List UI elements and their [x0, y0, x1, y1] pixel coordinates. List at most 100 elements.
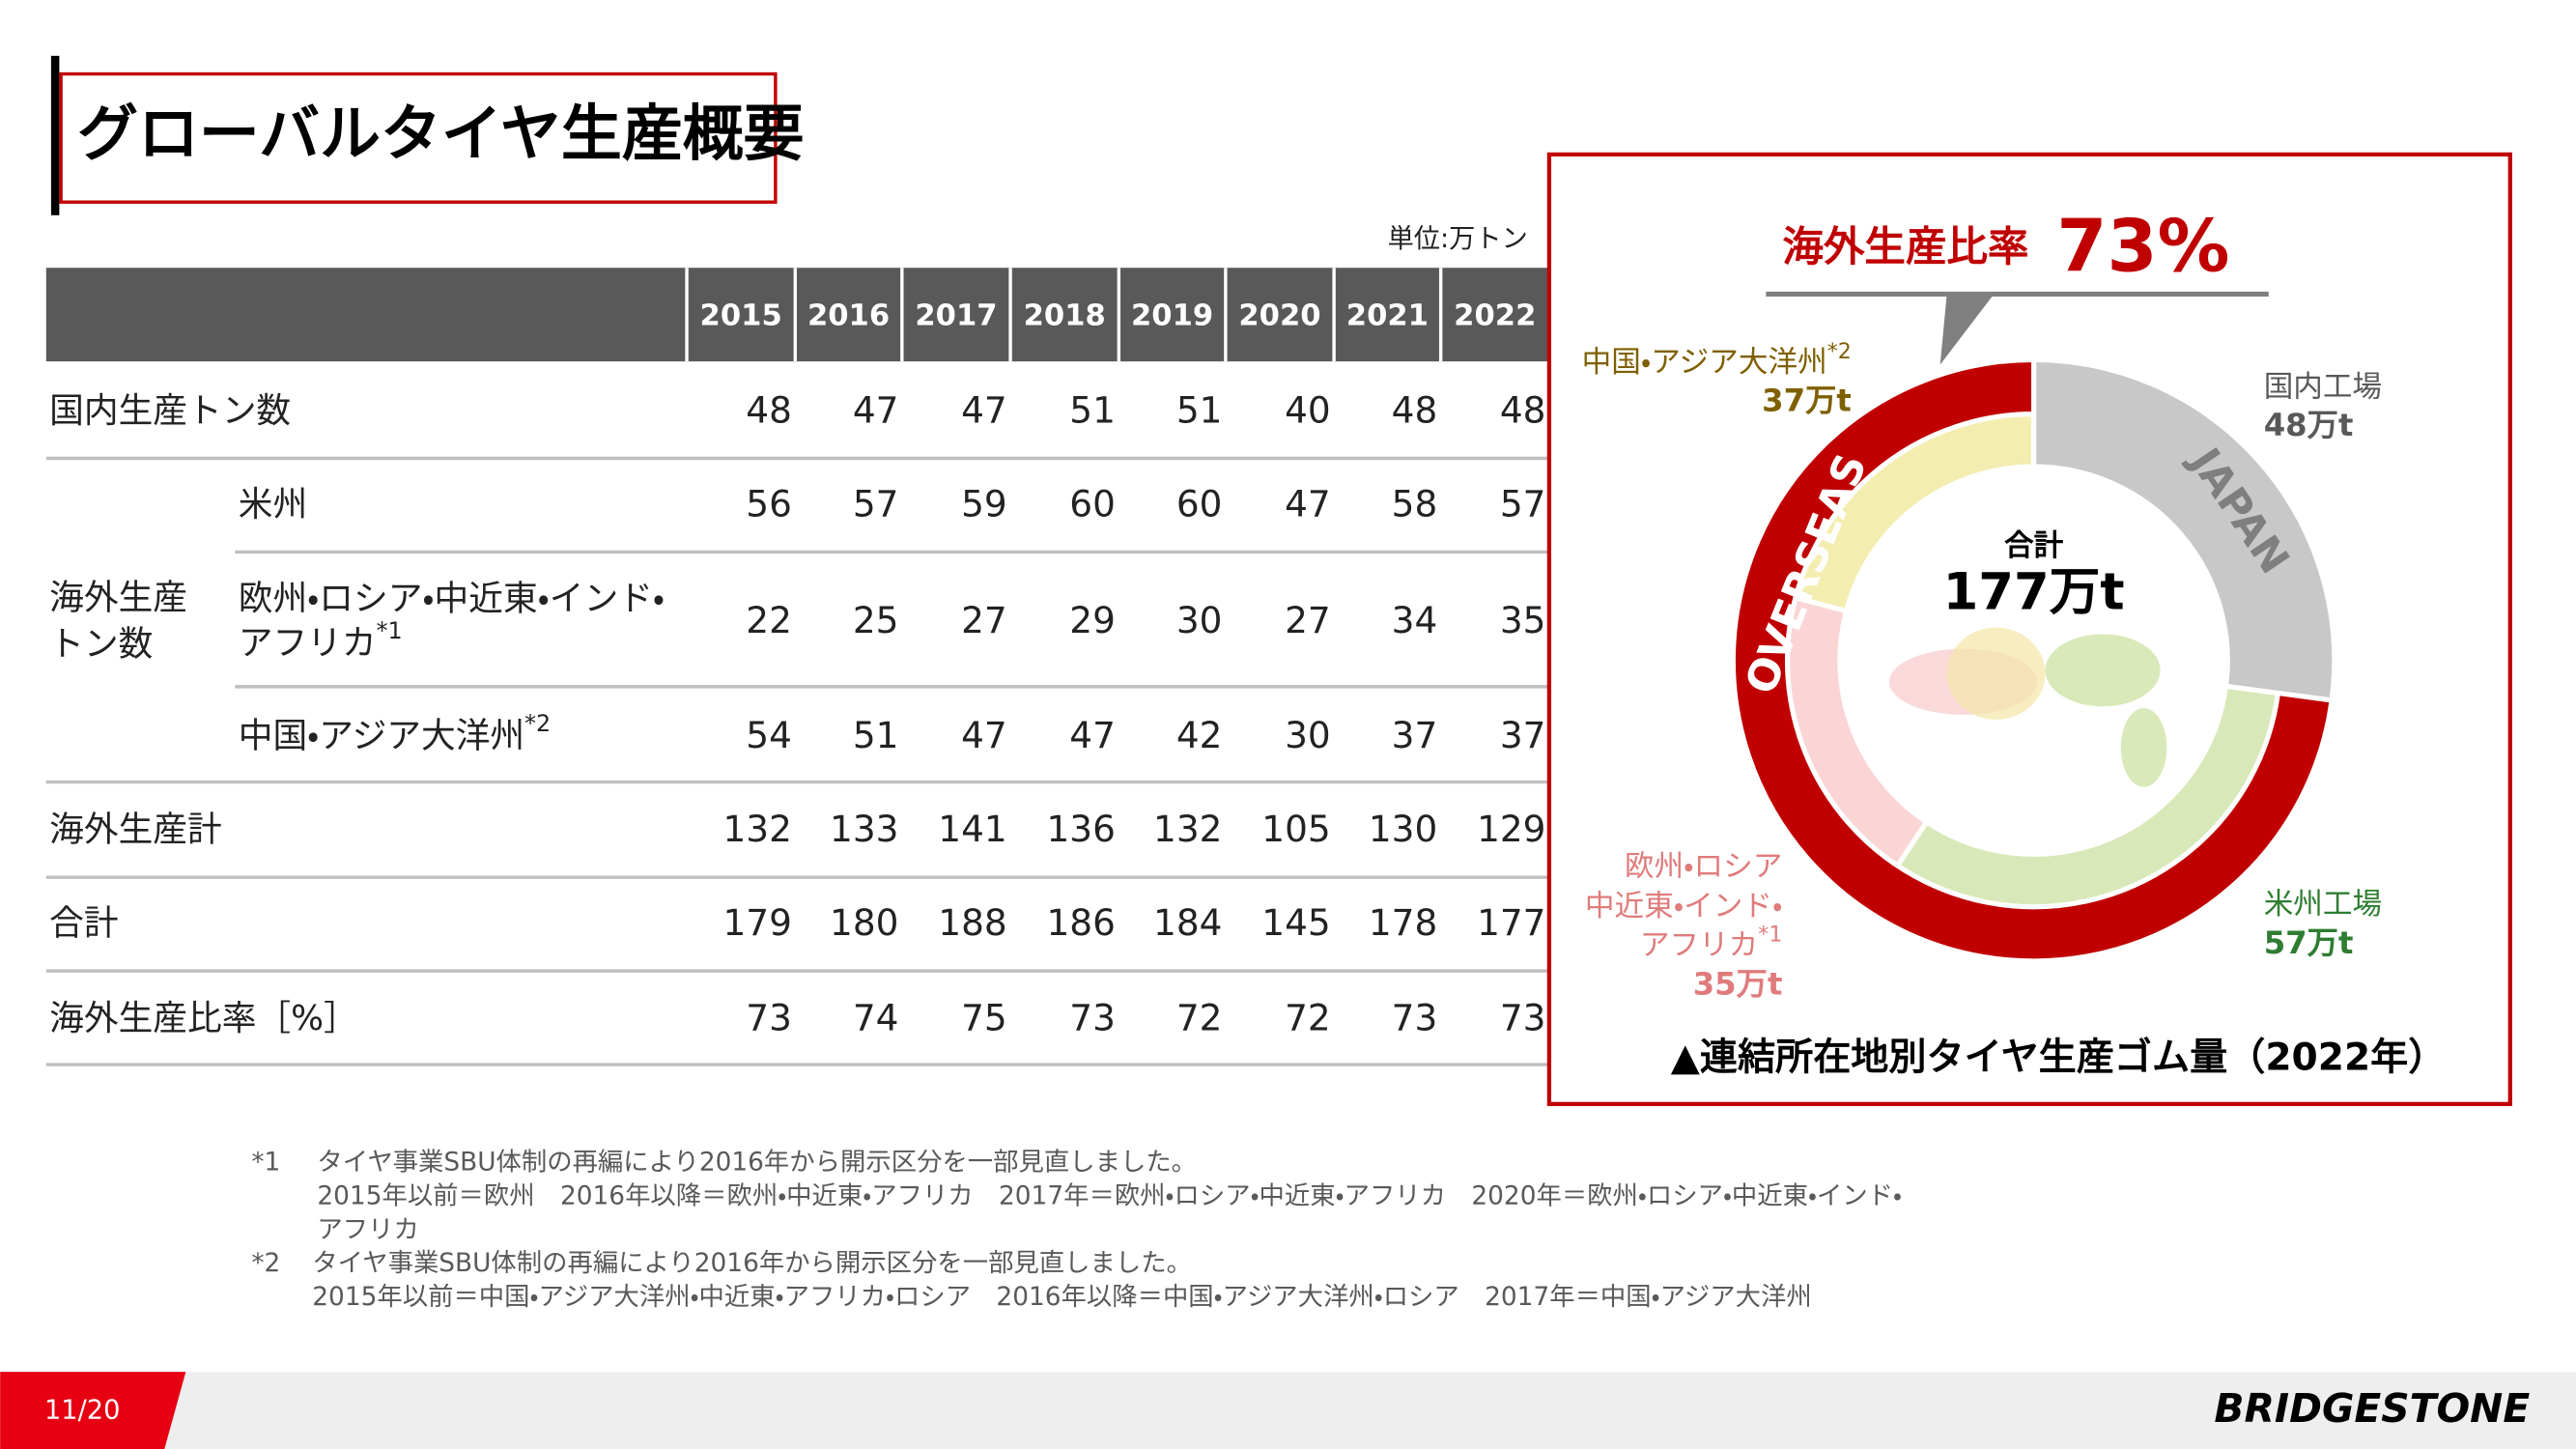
segment-label-text: 国内工場: [2264, 370, 2382, 404]
total-value: 177万t: [1943, 562, 2125, 621]
cell: 47: [1285, 482, 1331, 525]
row-label-text: 米州: [239, 485, 307, 525]
year-header: 2018: [1024, 299, 1106, 333]
cell: 58: [1392, 482, 1438, 525]
cell: 37: [1392, 714, 1438, 756]
footnotes: *1 タイヤ事業SBU体制の再編により2016年から開示区分を一部見直しました。 2…: [251, 1149, 1902, 1312]
row-label: 海外生産計: [49, 810, 222, 850]
cell: 47: [961, 714, 1007, 756]
segment-value: 57万t: [2264, 924, 2354, 961]
year-header: 2021: [1346, 299, 1429, 333]
year-header: 2020: [1238, 299, 1320, 333]
caption: ▲連結所在地別タイヤ生産ゴム量（2022年）: [1671, 1036, 2447, 1079]
segment-value: 48万t: [2264, 407, 2354, 443]
segment-label-text: 米州工場: [2264, 888, 2382, 922]
cell: 47: [961, 388, 1007, 431]
cell: 51: [1176, 388, 1223, 431]
cell: 73: [1500, 997, 1546, 1039]
row-label: 欧州・ロシア・中近東・インド・アフリカ*1: [239, 580, 665, 664]
cell: 73: [746, 997, 792, 1039]
overseas-ring: [1730, 356, 2335, 964]
cell: 75: [961, 997, 1007, 1039]
row-label-text: 海外生産計: [49, 810, 222, 850]
cell: 178: [1369, 901, 1437, 944]
cell: 51: [853, 714, 899, 756]
cell: 72: [1176, 997, 1223, 1039]
segment-label: 米州工場: [2264, 888, 2382, 922]
ratio-value: 73%: [2056, 205, 2229, 289]
cell: 73: [1392, 997, 1438, 1039]
segment-label: アフリカ*1: [1640, 922, 1783, 962]
cell: 132: [722, 808, 791, 850]
footnote-line: アフリカ: [317, 1215, 418, 1244]
group-label: 海外生産: [49, 579, 187, 618]
segment-label: 国内工場: [2264, 370, 2382, 404]
cell: 60: [1069, 482, 1116, 525]
cell: 180: [830, 901, 898, 944]
segment-label: 中近東・インド・: [1585, 889, 1782, 923]
map-shape: [2120, 707, 2167, 787]
note-mark: *2: [524, 709, 551, 736]
callout-pointer: [1939, 296, 1994, 365]
row-label-text: 海外生産比率［%］: [49, 999, 358, 1038]
footnote-mark: *2: [251, 1249, 280, 1278]
segment-label-text: 中国・アジア大洋州: [1582, 345, 1827, 379]
segment-label: 欧州・ロシア: [1625, 849, 1782, 883]
segment-label: 中国・アジア大洋州*2: [1582, 338, 1852, 379]
note-mark: *2: [1827, 338, 1852, 363]
table: 2015 2016 2017 2018 2019 2020 2021 2022 国内生産トン数 4…: [45, 268, 1549, 1066]
cell: 141: [938, 808, 1006, 850]
map-shape: [1946, 627, 2046, 720]
cell: 57: [1500, 482, 1546, 525]
footnote-line: タイヤ事業SBU体制の再編により2016年から開示区分を一部見直しました。: [312, 1249, 1192, 1278]
segment-value: 37万t: [1762, 383, 1852, 419]
cell: 22: [746, 599, 792, 641]
cell: 60: [1176, 482, 1223, 525]
footnote-line: タイヤ事業SBU体制の再編により2016年から開示区分を一部見直しました。: [317, 1149, 1197, 1178]
donut: [1730, 356, 2337, 964]
cell: 37: [1500, 714, 1546, 756]
cell: 105: [1261, 808, 1330, 850]
note-mark: *1: [1758, 922, 1782, 947]
cell: 74: [853, 997, 899, 1039]
year-header: 2022: [1454, 299, 1536, 333]
row-label: 中国・アジア大洋州*2: [239, 709, 551, 755]
row-label-text: 中国・アジア大洋州: [239, 717, 524, 756]
cell: 27: [961, 599, 1007, 641]
row-label-text: 合計: [49, 903, 118, 943]
cell: 56: [746, 482, 792, 525]
segment-label-text: アフリカ: [1640, 928, 1758, 962]
segment-value: 35万t: [1693, 965, 1783, 1002]
cell: 40: [1285, 388, 1331, 431]
segment-label-text: 中近東・インド・: [1585, 889, 1782, 923]
footnote-mark: *1: [251, 1149, 280, 1178]
cell: 47: [853, 388, 899, 431]
cell: 73: [1069, 997, 1116, 1039]
total-label: 合計: [2004, 529, 2064, 563]
map-shape: [2045, 634, 2161, 707]
cell: 51: [1069, 388, 1116, 431]
cell: 29: [1069, 599, 1116, 641]
footnote-line: 2015年以前＝欧州 2016年以降＝欧州・中近東・アフリカ 2017年＝欧州・…: [317, 1181, 1902, 1210]
row-label: 海外生産比率［%］: [49, 999, 358, 1038]
cell: 25: [853, 599, 899, 641]
cell: 179: [722, 901, 791, 944]
row-label-text: 国内生産トン数: [49, 391, 291, 431]
note-mark: *1: [377, 616, 403, 643]
row-label-line: 欧州・ロシア・中近東・インド・: [239, 580, 665, 619]
cell: 30: [1176, 599, 1223, 641]
cell: 48: [1392, 388, 1438, 431]
cell: 129: [1477, 808, 1545, 850]
cell: 145: [1261, 901, 1330, 944]
cell: 59: [961, 482, 1007, 525]
cell: 35: [1500, 599, 1546, 641]
cell: 34: [1392, 599, 1438, 641]
cell: 57: [853, 482, 899, 525]
ratio-label: 海外生産比率: [1782, 224, 2028, 271]
title-bar: [50, 55, 60, 215]
unit-label: 単位:万トン: [1388, 224, 1528, 254]
cell: 47: [1069, 714, 1116, 756]
donut-panel: 海外生産比率 73% 合計 177万t JAPAN OVERSEAS ▲連結所在…: [1546, 152, 2512, 1106]
row-label: 国内生産トン数: [49, 391, 291, 431]
